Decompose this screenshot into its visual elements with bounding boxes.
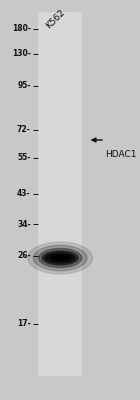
Text: 17-: 17- [17, 320, 31, 328]
Bar [38, 12, 82, 376]
Text: K562: K562 [44, 8, 66, 30]
Text: 55-: 55- [17, 154, 31, 162]
Ellipse shape [39, 248, 82, 268]
Text: 72-: 72- [17, 126, 31, 134]
Ellipse shape [49, 254, 72, 262]
Text: 26-: 26- [17, 252, 31, 260]
Ellipse shape [42, 251, 78, 265]
Text: 95-: 95- [17, 82, 31, 90]
Text: 43-: 43- [17, 190, 31, 198]
Text: 180-: 180- [12, 24, 31, 33]
Ellipse shape [33, 245, 87, 271]
Ellipse shape [28, 242, 92, 274]
Text: 34-: 34- [17, 220, 31, 228]
Text: HDAC1: HDAC1 [105, 150, 136, 159]
Ellipse shape [45, 253, 75, 263]
Text: 130-: 130- [12, 50, 31, 58]
Ellipse shape [51, 256, 69, 260]
